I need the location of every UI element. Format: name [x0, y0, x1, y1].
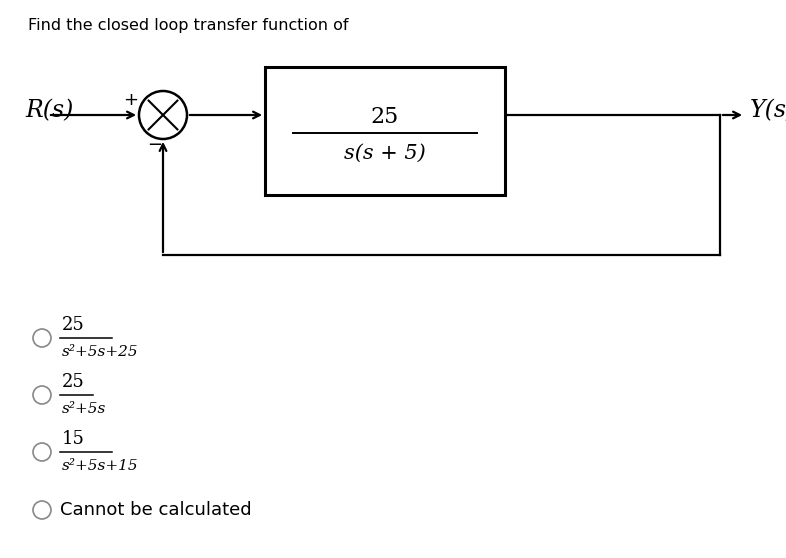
Circle shape: [139, 91, 187, 139]
Text: −: −: [148, 136, 163, 154]
Text: 25: 25: [62, 316, 85, 334]
Text: 25: 25: [371, 106, 399, 128]
Text: Cannot be calculated: Cannot be calculated: [60, 501, 252, 519]
Text: s²+5s: s²+5s: [62, 402, 106, 416]
Text: 15: 15: [62, 430, 85, 448]
Text: 25: 25: [62, 373, 85, 391]
Text: +: +: [123, 91, 138, 109]
Text: Find the closed loop transfer function of: Find the closed loop transfer function o…: [28, 18, 348, 33]
Text: s²+5s+15: s²+5s+15: [62, 459, 138, 473]
Text: Y(s): Y(s): [750, 99, 786, 123]
Text: R(s): R(s): [25, 99, 73, 123]
Text: s²+5s+25: s²+5s+25: [62, 345, 138, 359]
Bar: [265, 67, 505, 195]
Text: s(s + 5): s(s + 5): [344, 143, 426, 162]
